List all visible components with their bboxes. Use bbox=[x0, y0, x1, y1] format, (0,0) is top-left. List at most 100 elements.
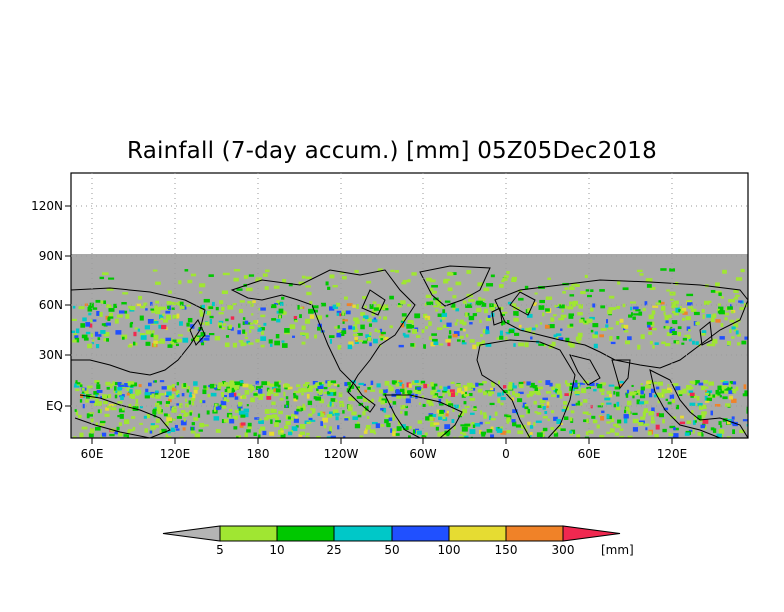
rain-cell bbox=[369, 332, 372, 336]
rain-cell bbox=[323, 391, 329, 394]
rain-cell bbox=[176, 382, 180, 386]
rain-cell bbox=[131, 305, 136, 311]
rain-cell bbox=[695, 341, 699, 345]
rain-cell bbox=[693, 394, 697, 399]
rain-cell bbox=[250, 385, 255, 391]
rain-cell bbox=[161, 324, 167, 330]
rain-cell bbox=[430, 342, 436, 347]
rain-cell bbox=[615, 391, 620, 397]
rain-cell bbox=[710, 410, 714, 416]
rain-cell bbox=[353, 333, 359, 336]
rain-cell bbox=[439, 385, 443, 389]
rain-cell bbox=[306, 432, 310, 436]
rain-cell bbox=[665, 320, 669, 324]
rain-cell bbox=[215, 306, 219, 311]
rain-cell bbox=[672, 310, 677, 314]
rain-cell bbox=[354, 336, 359, 340]
rain-cell bbox=[698, 382, 704, 386]
rain-cell bbox=[546, 391, 552, 394]
rain-cell bbox=[237, 330, 241, 335]
rain-cell bbox=[728, 383, 732, 388]
rain-cell bbox=[80, 323, 86, 328]
rain-cell bbox=[130, 321, 134, 325]
rain-cell bbox=[389, 295, 394, 300]
rain-cell bbox=[539, 322, 543, 325]
rain-cell bbox=[403, 334, 410, 338]
rain-cell bbox=[144, 428, 149, 433]
rain-cell bbox=[244, 432, 249, 438]
rain-cell bbox=[742, 419, 748, 422]
rain-cell bbox=[447, 272, 454, 276]
rain-cell bbox=[664, 343, 671, 347]
rain-cell bbox=[326, 391, 331, 395]
rain-cell bbox=[107, 316, 114, 319]
rain-cell bbox=[585, 431, 590, 436]
rain-cell bbox=[639, 393, 646, 399]
rain-cell bbox=[593, 388, 597, 392]
rain-cell bbox=[513, 343, 516, 347]
rain-cell bbox=[735, 294, 740, 297]
rain-cell bbox=[436, 409, 440, 414]
rain-cell bbox=[385, 419, 390, 422]
rain-cell bbox=[477, 282, 484, 287]
rain-cell bbox=[411, 380, 417, 385]
rain-cell bbox=[701, 411, 707, 415]
rain-cell bbox=[305, 435, 309, 438]
rain-cell bbox=[461, 342, 467, 345]
rain-cell bbox=[104, 413, 110, 417]
rain-cell bbox=[704, 386, 709, 389]
rain-cell bbox=[431, 386, 436, 390]
rain-cell bbox=[124, 419, 130, 425]
rain-cell bbox=[702, 314, 705, 320]
rain-cell bbox=[647, 324, 651, 328]
rain-cell bbox=[733, 328, 738, 332]
rain-cell bbox=[382, 392, 387, 396]
rain-cell bbox=[432, 414, 437, 418]
rain-cell bbox=[701, 330, 707, 334]
rain-cell bbox=[291, 426, 298, 432]
rain-cell bbox=[616, 305, 620, 310]
rain-cell bbox=[433, 341, 439, 346]
rain-cell bbox=[462, 321, 467, 326]
rain-cell bbox=[566, 393, 573, 396]
rain-cell bbox=[166, 417, 173, 422]
rain-cell bbox=[307, 400, 313, 406]
rain-cell bbox=[424, 432, 428, 436]
rain-cell bbox=[456, 339, 461, 342]
rain-cell bbox=[535, 420, 542, 423]
rain-cell bbox=[208, 274, 214, 277]
rain-cell bbox=[101, 394, 108, 399]
rain-cell bbox=[697, 402, 703, 407]
rain-cell bbox=[228, 324, 232, 329]
rain-cell bbox=[632, 412, 638, 416]
rain-cell bbox=[202, 424, 209, 427]
rain-cell bbox=[250, 390, 253, 393]
rain-cell bbox=[217, 385, 222, 390]
rain-cell bbox=[551, 410, 555, 414]
rain-cell bbox=[671, 331, 677, 336]
rain-cell bbox=[303, 332, 309, 336]
rain-cell bbox=[253, 320, 258, 324]
rain-cell bbox=[117, 382, 122, 386]
rain-cell bbox=[450, 381, 455, 384]
rain-cell bbox=[325, 314, 329, 318]
rain-cell bbox=[606, 421, 611, 424]
rain-cell bbox=[672, 383, 679, 386]
rain-cell bbox=[452, 306, 457, 310]
rain-cell bbox=[93, 391, 99, 395]
rain-cell bbox=[704, 426, 707, 430]
rain-cell bbox=[305, 334, 309, 339]
rain-cell bbox=[727, 386, 733, 389]
rain-cell bbox=[483, 308, 489, 314]
rain-cell bbox=[590, 404, 593, 409]
rain-cell bbox=[372, 338, 378, 344]
rain-cell bbox=[667, 384, 670, 387]
rain-cell bbox=[599, 388, 604, 393]
rain-cell bbox=[411, 320, 414, 325]
rain-cell bbox=[457, 405, 461, 409]
rain-cell bbox=[661, 388, 667, 394]
rain-cell bbox=[213, 416, 220, 421]
rain-cell bbox=[176, 403, 181, 406]
rain-cell bbox=[551, 394, 556, 398]
rain-cell bbox=[383, 408, 387, 413]
